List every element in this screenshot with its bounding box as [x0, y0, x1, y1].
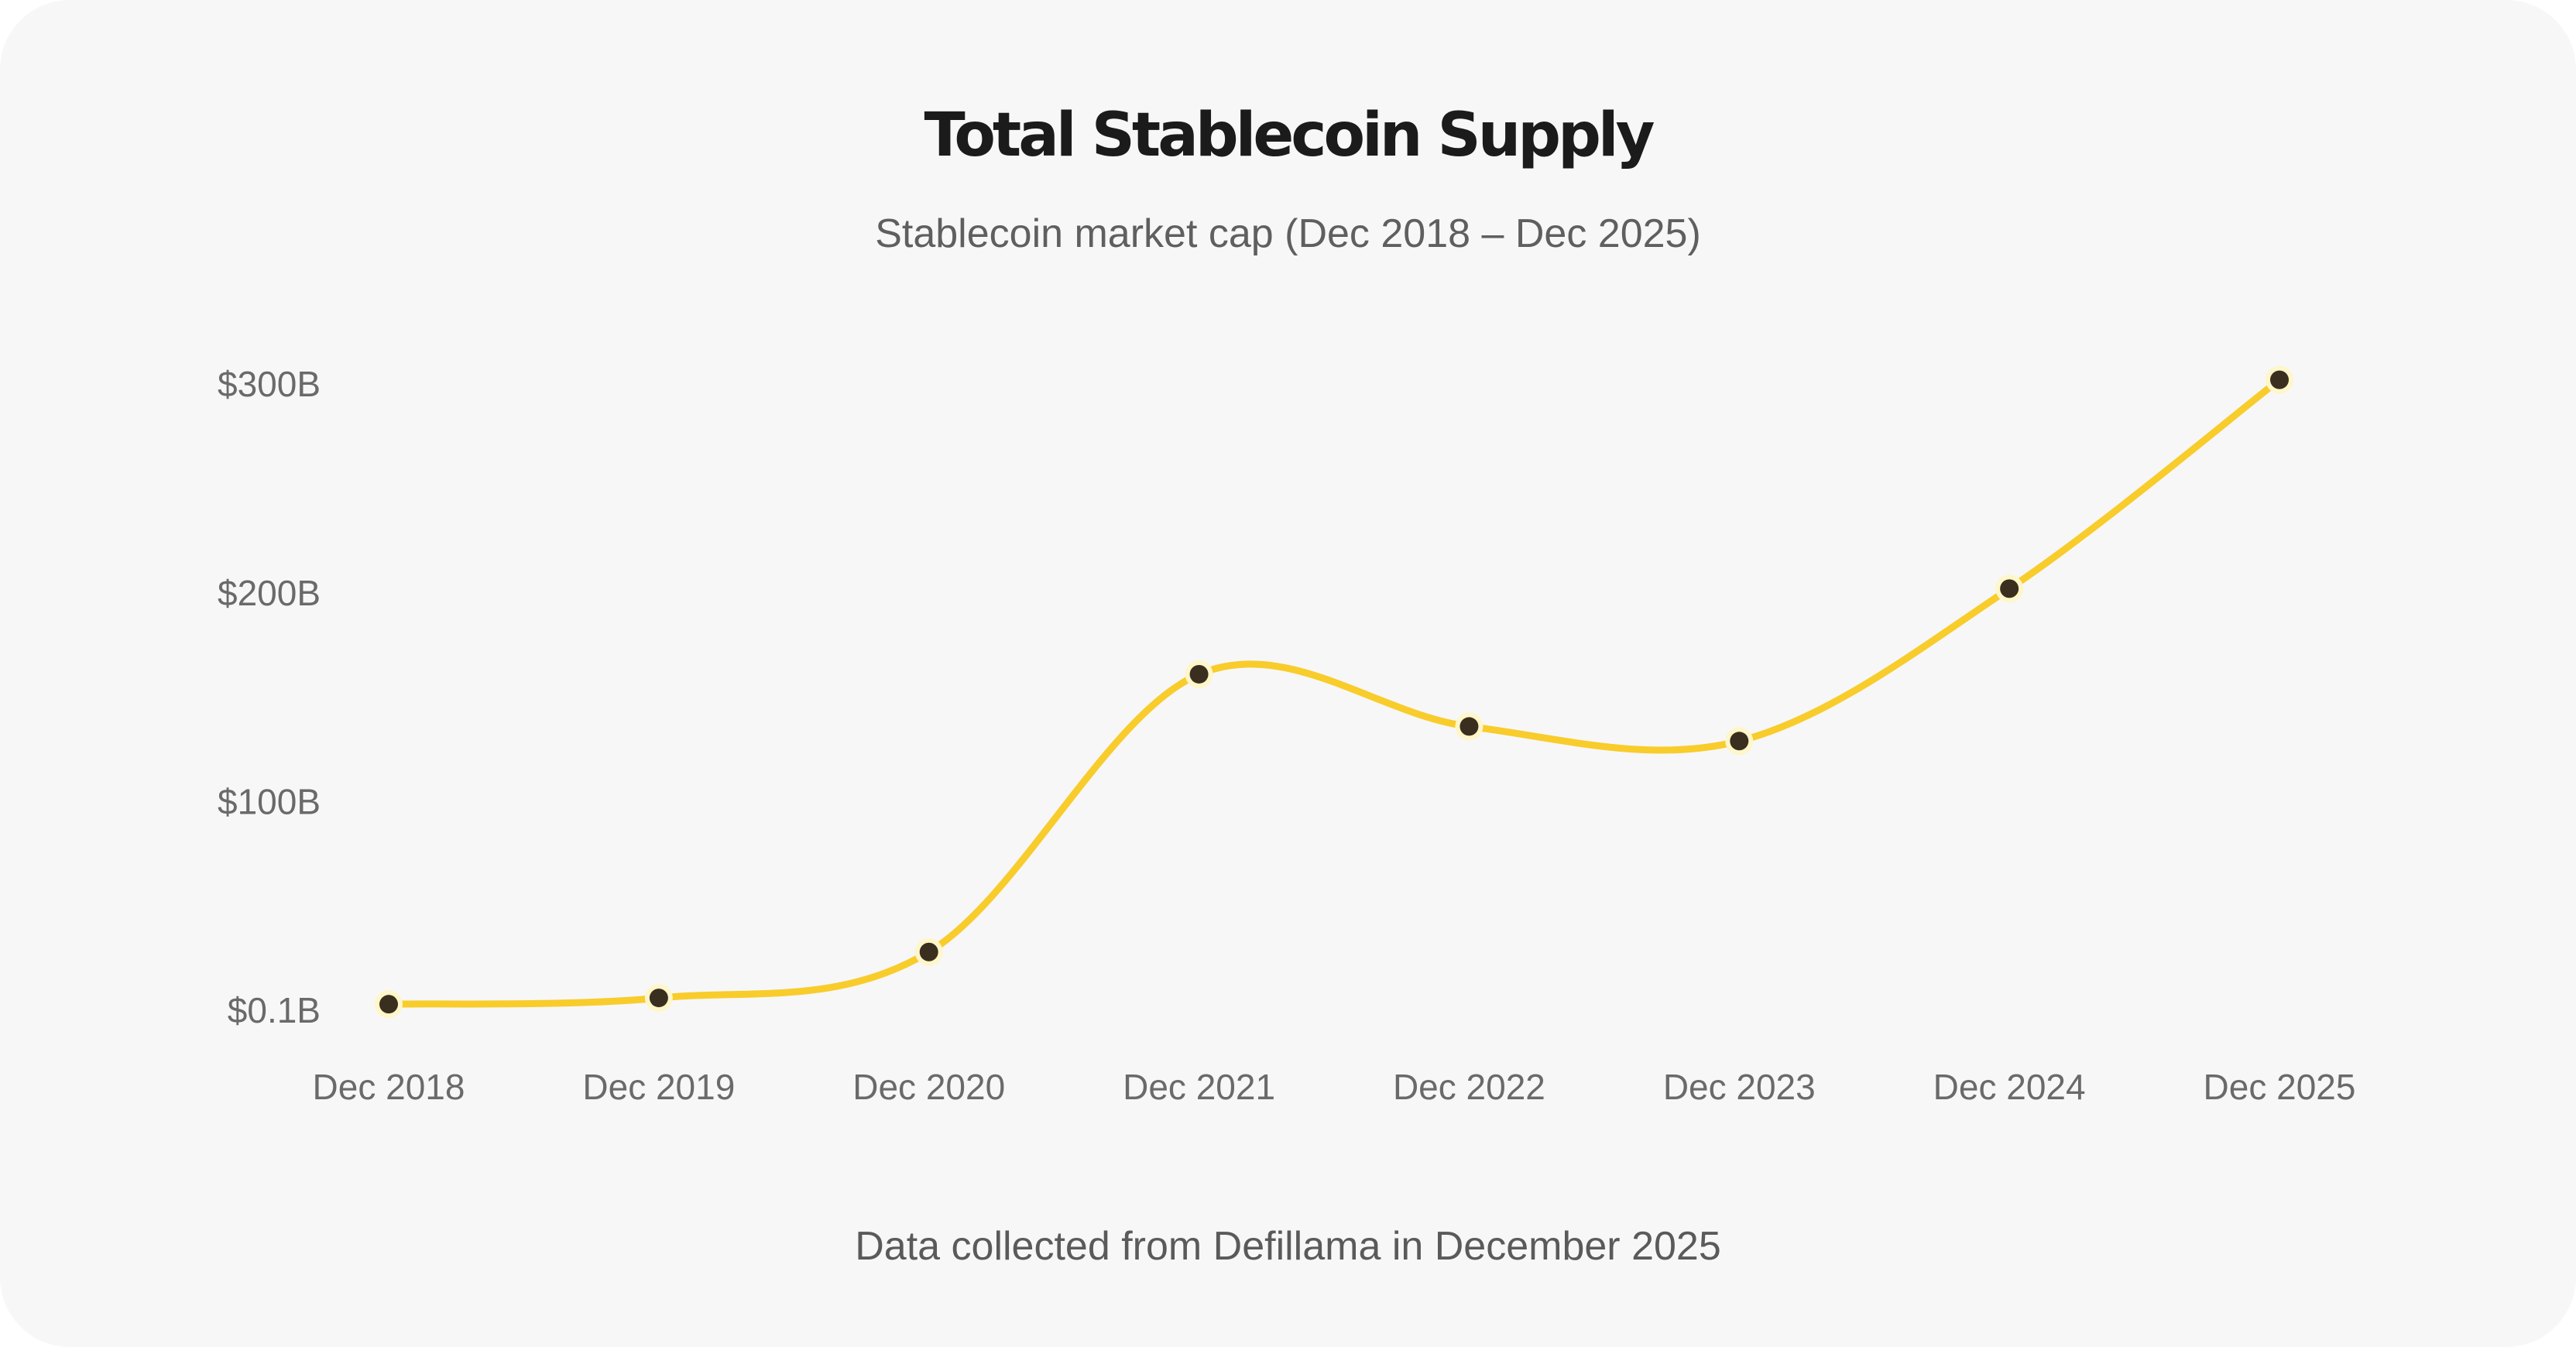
chart-title: Total Stablecoin Supply [924, 101, 1655, 170]
x-tick-label: Dec 2022 [1393, 1067, 1545, 1107]
data-point [919, 942, 938, 961]
x-tick-label: Dec 2025 [2204, 1067, 2356, 1107]
x-tick-label: Dec 2020 [852, 1067, 1005, 1107]
y-tick-label: $300B [218, 364, 321, 404]
x-axis-ticks: Dec 2018 Dec 2019 Dec 2020 Dec 2021 Dec 2022… [313, 1067, 2356, 1107]
data-point [2270, 370, 2289, 389]
data-point [649, 989, 668, 1008]
data-point [1730, 732, 1749, 751]
x-tick-label: Dec 2024 [1933, 1067, 2086, 1107]
y-tick-label: $0.1B [228, 990, 321, 1030]
y-tick-label: $200B [218, 573, 321, 613]
data-point [1460, 717, 1479, 736]
chart-subtitle: Stablecoin market cap (Dec 2018 – Dec 20… [875, 211, 1701, 256]
data-point [379, 995, 398, 1014]
data-point [1189, 664, 1209, 684]
y-tick-label: $100B [218, 782, 321, 822]
x-tick-label: Dec 2019 [582, 1067, 735, 1107]
series-line [385, 376, 2283, 1008]
y-axis-ticks: $0.1B $100B $200B $300B [218, 364, 321, 1030]
marker-layer [375, 365, 2293, 1019]
series-layer [385, 376, 2283, 1008]
data-point [2000, 579, 2019, 598]
data-source-note: Data collected from Defillama in Decembe… [855, 1224, 1721, 1269]
x-tick-label: Dec 2018 [313, 1067, 465, 1107]
x-tick-label: Dec 2023 [1663, 1067, 1816, 1107]
x-tick-label: Dec 2021 [1123, 1067, 1275, 1107]
